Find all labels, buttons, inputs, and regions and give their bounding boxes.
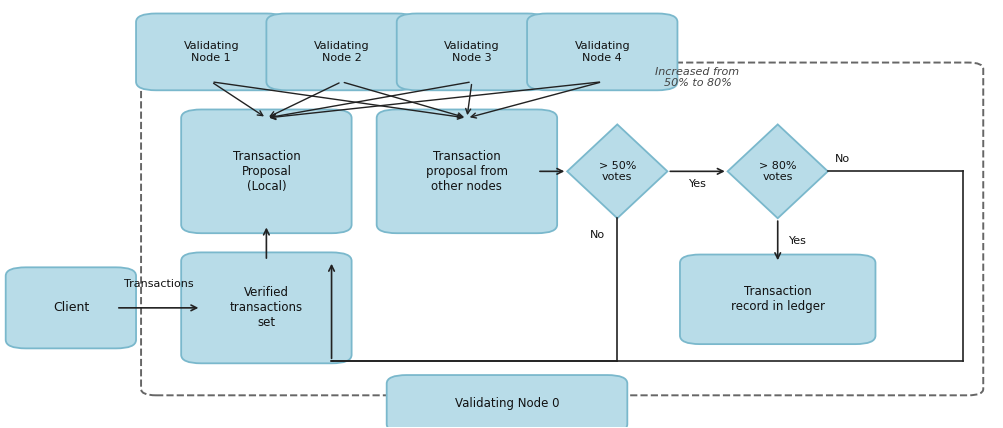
Text: Transaction
Proposal
(Local): Transaction Proposal (Local) bbox=[233, 150, 300, 193]
Text: Transactions: Transactions bbox=[123, 279, 194, 289]
FancyBboxPatch shape bbox=[266, 14, 416, 90]
Text: Transaction
proposal from
other nodes: Transaction proposal from other nodes bbox=[425, 150, 508, 193]
Text: > 80%
votes: > 80% votes bbox=[758, 160, 795, 182]
Text: Verified
transactions
set: Verified transactions set bbox=[230, 286, 303, 330]
FancyBboxPatch shape bbox=[6, 268, 136, 348]
Text: Yes: Yes bbox=[788, 236, 805, 246]
Text: Validating
Node 2: Validating Node 2 bbox=[314, 41, 369, 62]
FancyBboxPatch shape bbox=[376, 110, 557, 233]
Text: Increased from
50% to 80%: Increased from 50% to 80% bbox=[655, 67, 739, 88]
Polygon shape bbox=[727, 125, 827, 218]
Text: Validating
Node 4: Validating Node 4 bbox=[574, 41, 630, 62]
Text: No: No bbox=[589, 230, 604, 241]
Text: Client: Client bbox=[53, 301, 89, 314]
FancyBboxPatch shape bbox=[396, 14, 547, 90]
Text: Validating
Node 1: Validating Node 1 bbox=[184, 41, 239, 62]
Text: Transaction
record in ledger: Transaction record in ledger bbox=[730, 285, 823, 313]
Text: No: No bbox=[834, 154, 850, 163]
Text: Validating
Node 3: Validating Node 3 bbox=[443, 41, 499, 62]
FancyBboxPatch shape bbox=[181, 253, 351, 363]
FancyBboxPatch shape bbox=[527, 14, 677, 90]
FancyBboxPatch shape bbox=[136, 14, 286, 90]
Polygon shape bbox=[567, 125, 667, 218]
Text: Yes: Yes bbox=[688, 179, 706, 189]
Text: Validating Node 0: Validating Node 0 bbox=[454, 397, 559, 410]
FancyBboxPatch shape bbox=[386, 375, 627, 428]
FancyBboxPatch shape bbox=[679, 255, 875, 344]
FancyBboxPatch shape bbox=[181, 110, 351, 233]
Text: > 50%
votes: > 50% votes bbox=[598, 160, 635, 182]
